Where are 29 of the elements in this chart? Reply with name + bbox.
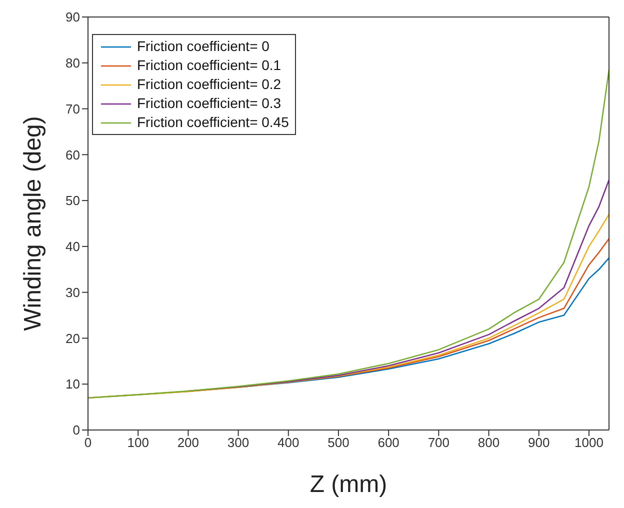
x-tick-label: 800 xyxy=(478,435,500,450)
x-tick-label: 300 xyxy=(227,435,250,450)
legend-label: Friction coefficient= 0 xyxy=(137,37,270,56)
y-tick-label: 90 xyxy=(66,10,80,25)
y-axis-title: Winding angle (deg) xyxy=(20,116,47,331)
y-tick-label: 50 xyxy=(66,193,80,208)
y-tick-label: 70 xyxy=(66,101,80,116)
x-tick-label: 200 xyxy=(177,435,200,450)
x-tick-label: 500 xyxy=(328,435,350,450)
legend-label: Friction coefficient= 0.3 xyxy=(137,94,282,113)
legend-label: Friction coefficient= 0.1 xyxy=(137,56,282,75)
x-axis-title: Z (mm) xyxy=(310,471,388,498)
y-tick-label: 80 xyxy=(66,56,80,71)
y-tick-label: 10 xyxy=(66,376,80,392)
legend-label: Friction coefficient= 0.45 xyxy=(137,113,289,132)
x-tick-label: 600 xyxy=(378,435,400,450)
y-tick-label: 0 xyxy=(72,422,80,438)
x-tick-label: 0 xyxy=(84,435,92,450)
x-tick-label: 100 xyxy=(127,435,149,450)
y-tick-label: 30 xyxy=(66,284,80,300)
x-tick-label: 400 xyxy=(278,435,300,450)
x-tick-label: 700 xyxy=(428,435,450,450)
x-tick-label: 900 xyxy=(528,435,550,450)
y-tick-label: 60 xyxy=(66,147,80,162)
y-tick-label: 40 xyxy=(66,239,80,254)
x-tick-label: 1000 xyxy=(574,435,604,450)
legend-label: Friction coefficient= 0.2 xyxy=(137,75,282,94)
line-series xyxy=(88,69,609,399)
y-tick-label: 20 xyxy=(66,330,80,346)
